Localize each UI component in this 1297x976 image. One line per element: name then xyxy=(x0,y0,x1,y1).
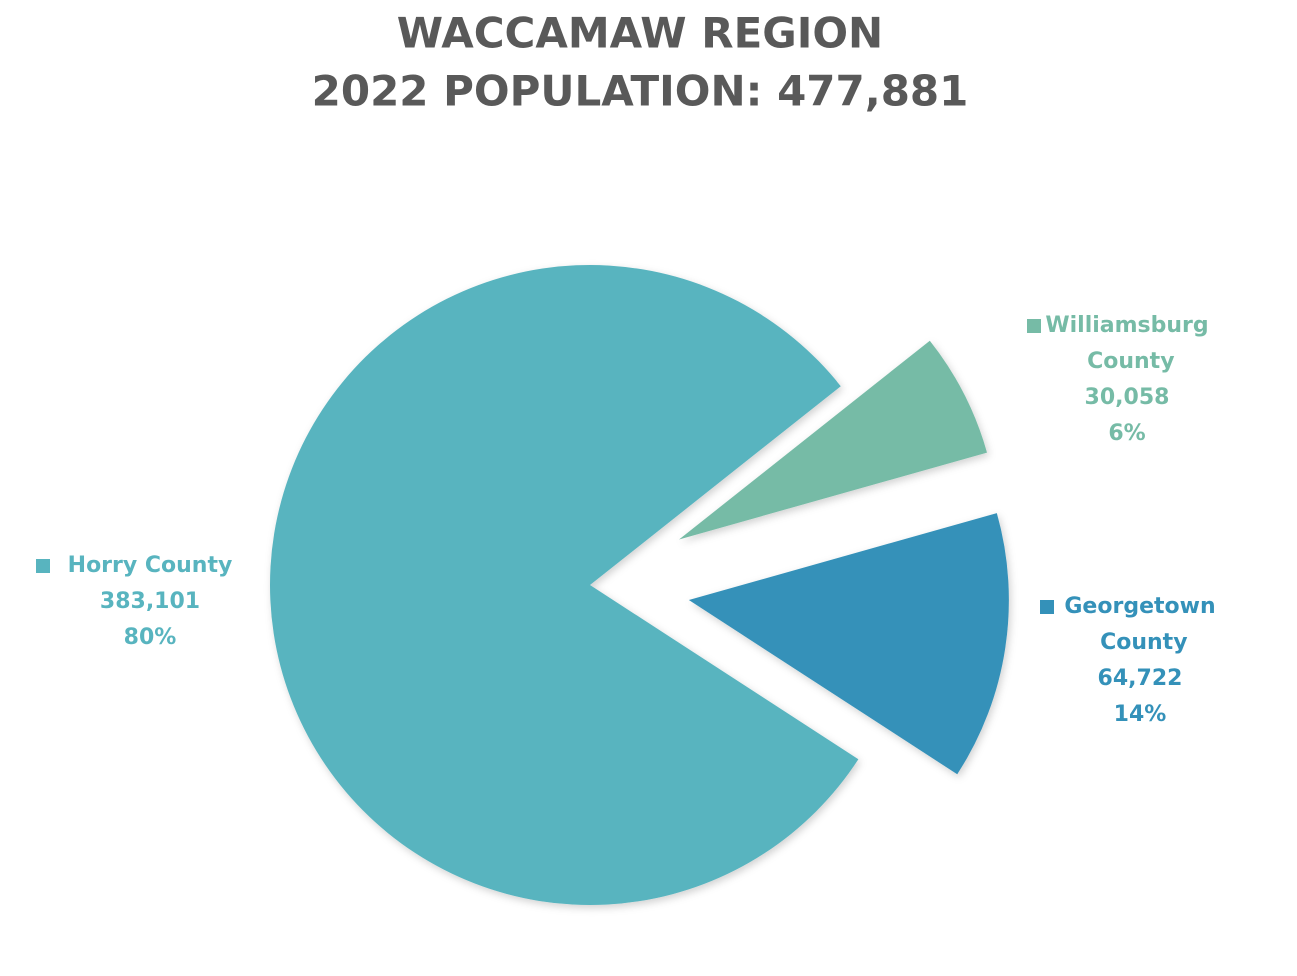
legend-swatch xyxy=(36,559,50,573)
pie-slice xyxy=(688,513,1009,775)
slice-value-label: 383,101 xyxy=(100,589,200,614)
pie-slice xyxy=(270,264,859,906)
legend-swatch xyxy=(1040,600,1054,614)
slice-label-name: Horry County xyxy=(68,553,233,578)
chart-subtitle: 2022 POPULATION: 477,881 xyxy=(312,67,969,116)
chart-title: WACCAMAW REGION xyxy=(397,9,883,58)
slice-label-name: Georgetown County xyxy=(1064,594,1215,655)
pie xyxy=(270,264,1009,906)
slice-percent-label: 6% xyxy=(1108,421,1145,446)
slice-label-name: Williamsburg County xyxy=(1045,313,1208,374)
legend-swatch xyxy=(1027,319,1041,333)
slice-percent-label: 14% xyxy=(1114,702,1167,727)
slice-value-label: 64,722 xyxy=(1098,666,1183,691)
slice-value-label: 30,058 xyxy=(1085,385,1170,410)
pie-slice xyxy=(679,340,988,540)
slice-percent-label: 80% xyxy=(124,625,177,650)
